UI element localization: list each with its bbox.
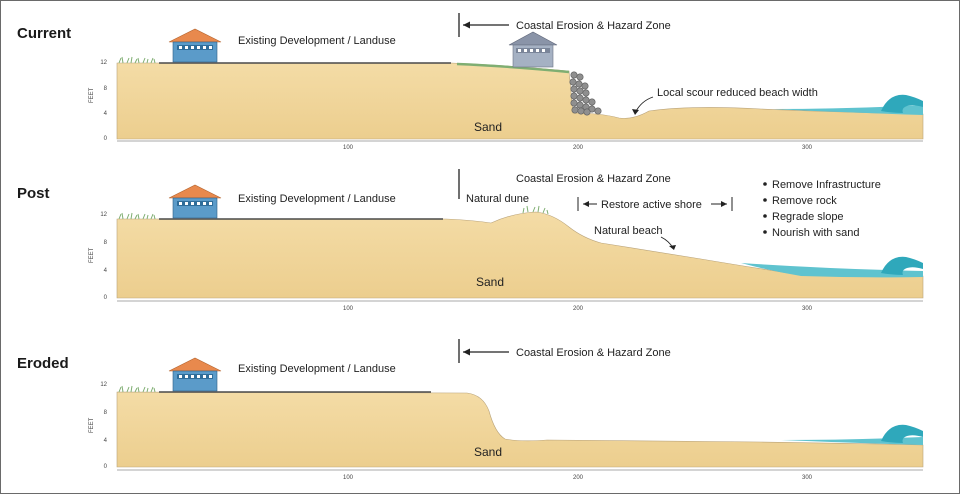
house-icon [508,31,558,68]
wave-icon [881,94,923,113]
dune-label: Natural dune [466,193,529,205]
y-tick: 0 [104,464,108,470]
house-icon [168,357,222,392]
bullet-icon [763,214,767,218]
panel-eroded: Eroded FEET 12 8 4 0 Coastal Erosion & H… [17,339,924,481]
arrow-left-icon [463,21,509,29]
arrow-left-icon [463,348,509,356]
panel-title: Post [17,185,50,202]
y-axis-label: FEET [89,417,95,433]
grass-icon [522,205,549,215]
y-tick: 4 [104,268,108,274]
rock-revetment-icon [569,71,602,116]
y-tick: 12 [100,212,107,218]
sand-profile [116,391,924,468]
development-label: Existing Development / Landuse [238,35,396,47]
y-tick: 8 [104,410,108,416]
panel-post: Post FEET 12 8 4 0 Coastal Erosion & Haz… [17,169,924,312]
y-axis-label: FEET [89,87,95,103]
house-icon [168,28,222,63]
y-tick: 8 [104,86,108,92]
action-item: Remove Infrastructure [772,179,881,191]
house-icon [168,184,222,219]
water [741,263,923,278]
grass-icon [118,56,156,64]
x-tick: 200 [573,306,584,312]
x-tick: 300 [802,145,813,151]
sand-profile [116,211,924,299]
sand-label: Sand [474,445,502,459]
panel-current: Current FEET 12 8 4 0 [17,13,924,151]
scour-label: Local scour reduced beach width [657,87,818,99]
wave-icon [881,256,923,275]
y-tick: 0 [104,295,108,301]
y-tick: 4 [104,111,108,117]
action-item: Remove rock [772,195,837,207]
x-tick: 200 [573,145,584,151]
panel-title: Eroded [17,355,69,372]
x-tick: 300 [802,475,813,481]
arrow-icon [669,245,676,250]
action-list: Remove Infrastructure Remove rock Regrad… [763,179,881,239]
x-tick: 100 [343,475,354,481]
restore-label: Restore active shore [601,199,702,211]
hazard-zone-label: Coastal Erosion & Hazard Zone [516,20,671,32]
grass-strip [456,62,570,74]
hazard-zone-label: Coastal Erosion & Hazard Zone [516,347,671,359]
y-tick: 4 [104,438,108,444]
wave-icon [881,424,923,443]
arrow-icon [632,109,639,115]
grass-icon [118,385,156,393]
action-item: Regrade slope [772,211,844,223]
y-tick: 8 [104,240,108,246]
x-tick: 200 [573,475,584,481]
y-axis-label: FEET [89,247,95,263]
x-tick: 100 [343,145,354,151]
development-label: Existing Development / Landuse [238,193,396,205]
beach-label: Natural beach [594,225,663,237]
hazard-zone-label: Coastal Erosion & Hazard Zone [516,173,671,185]
restore-bracket [577,197,733,211]
sand-label: Sand [476,275,504,289]
panel-title: Current [17,25,71,42]
bullet-icon [763,230,767,234]
bullet-icon [763,182,767,186]
sand-label: Sand [474,120,502,134]
sand-profile [116,62,924,140]
action-item: Nourish with sand [772,227,859,239]
grass-icon [118,212,156,220]
y-tick: 12 [100,60,107,66]
bullet-icon [763,198,767,202]
x-tick: 100 [343,306,354,312]
y-tick: 0 [104,136,108,142]
x-tick: 300 [802,306,813,312]
y-tick: 12 [100,382,107,388]
development-label: Existing Development / Landuse [238,363,396,375]
